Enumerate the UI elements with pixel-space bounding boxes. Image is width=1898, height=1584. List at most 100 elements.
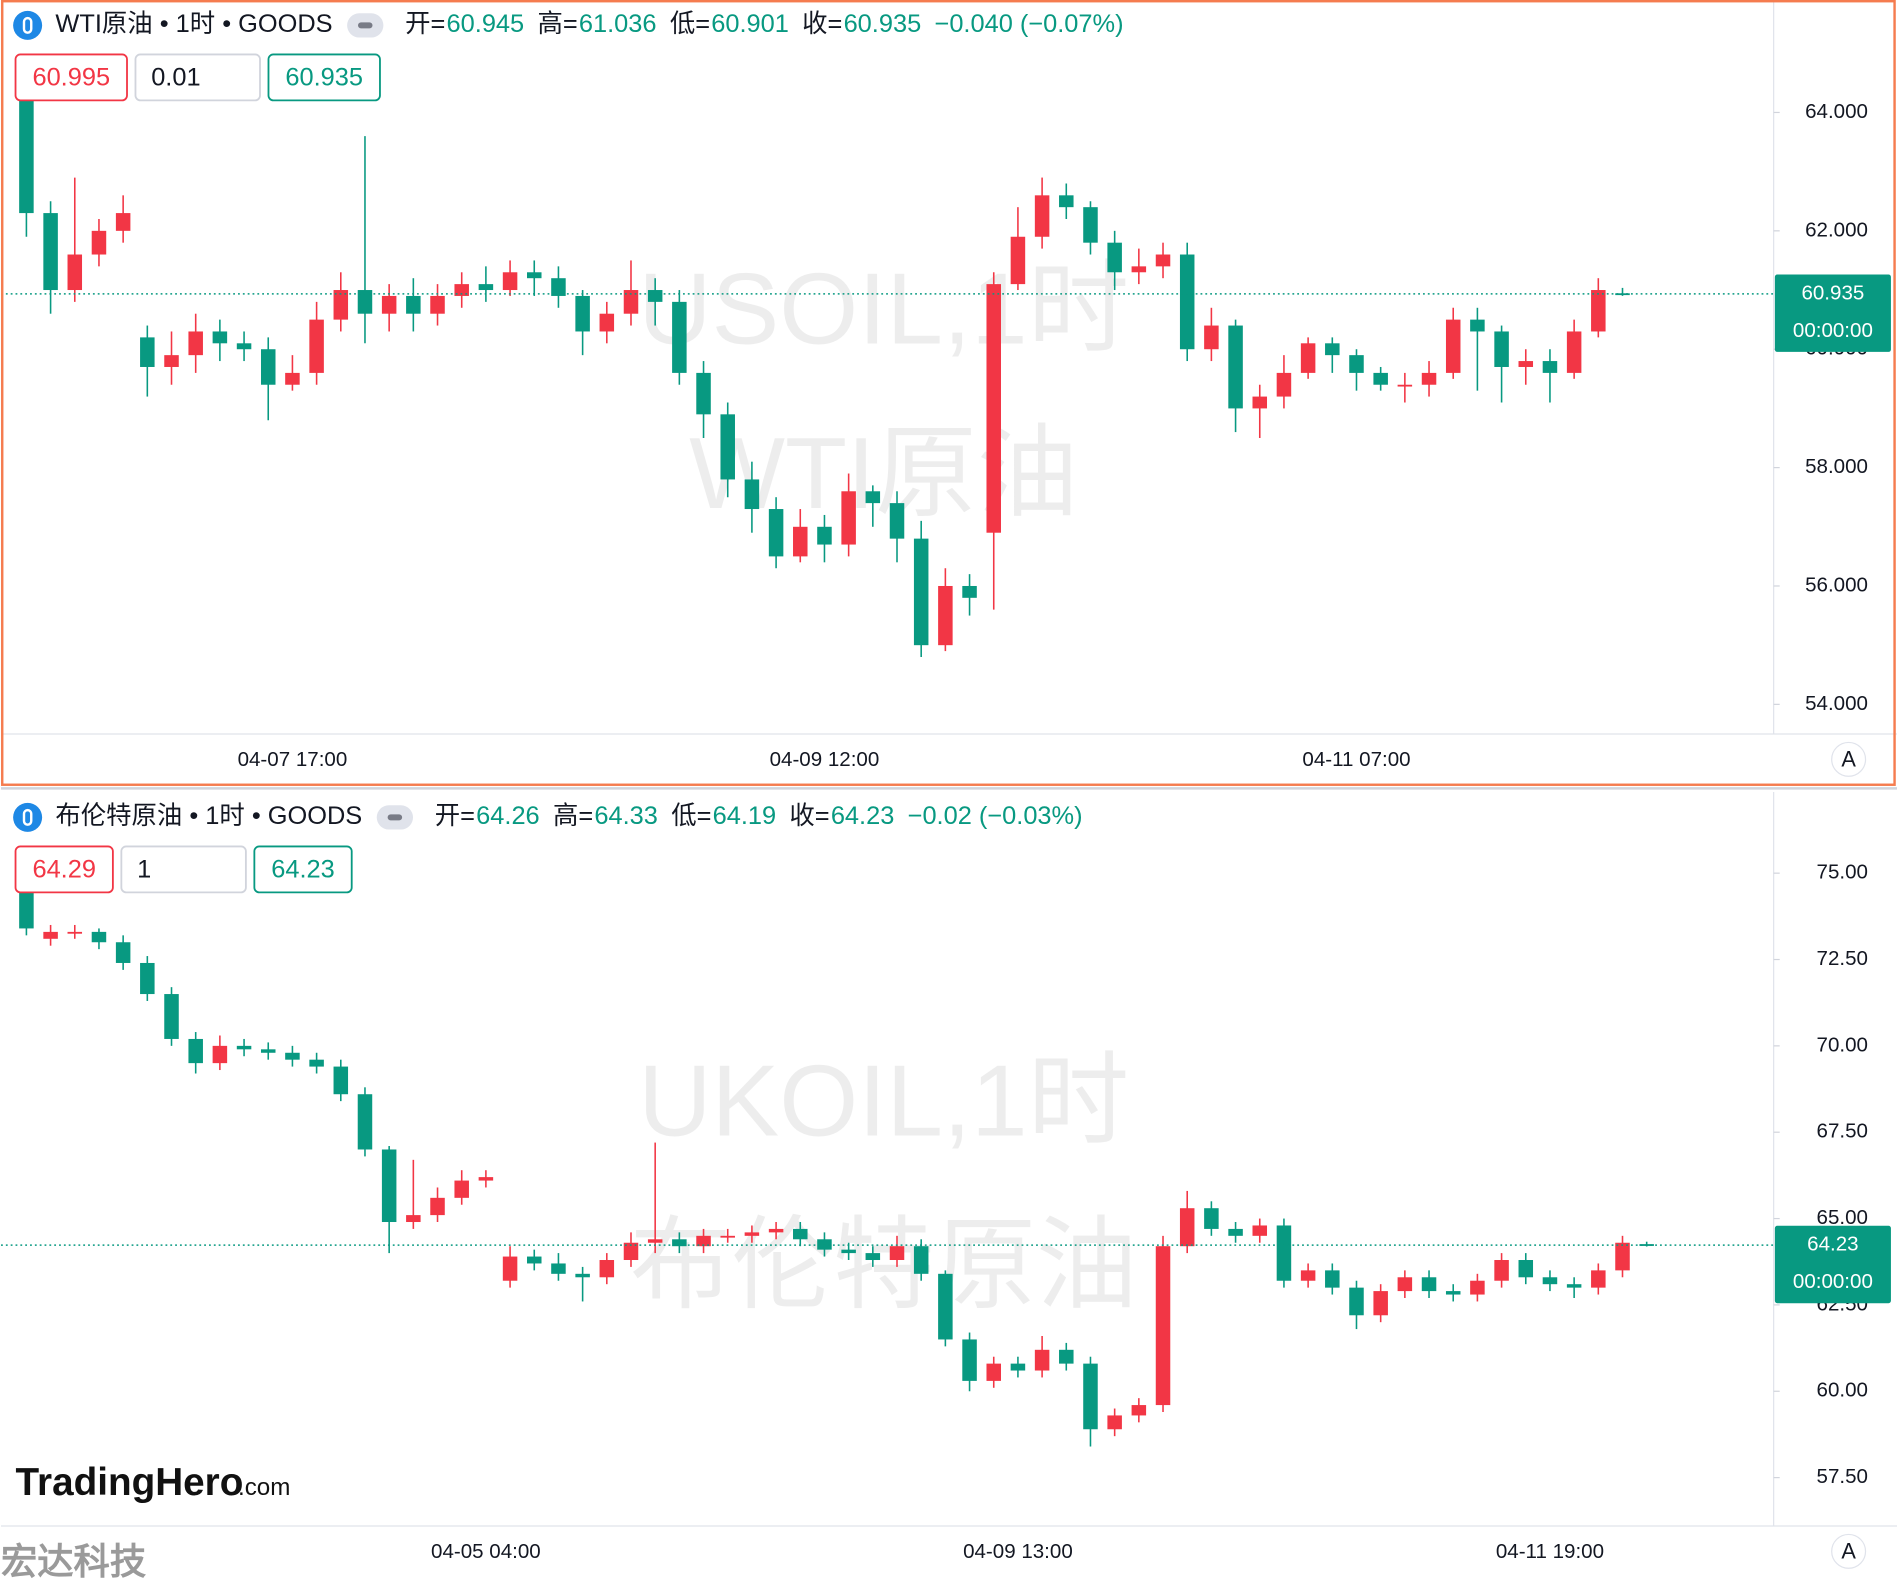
candle-body [285,1052,300,1060]
candle-body [1325,343,1340,356]
candle-body [67,254,83,291]
candle-body [285,372,300,385]
candle-body [1470,319,1485,332]
watermark: UKOIL,1时 [638,1044,1129,1158]
candle-body [309,1059,324,1067]
ohlc-value: 64.23 [831,802,895,830]
candle-body [502,272,518,291]
candle-body [1373,372,1388,385]
watermark: WTI原油 [689,416,1078,530]
candle-body [1542,361,1558,373]
auto-button[interactable]: A [1841,1538,1856,1563]
y-tick-label: 54.000 [1805,692,1868,715]
candle-body [1131,266,1147,273]
candle-body [1445,319,1461,373]
countdown-label: 00:00:00 [1793,319,1873,342]
candle-body [527,1256,542,1264]
auto-button-bg [1831,1533,1867,1569]
candle-body [1615,1242,1630,1271]
y-tick-label: 62.000 [1805,218,1868,241]
quantity-input-group[interactable]: 1 [120,845,247,894]
candle-body [1300,343,1316,373]
candle-body [551,1263,566,1274]
y-tick-label: 56.000 [1805,573,1868,596]
x-tick-label: 04-09 12:00 [770,748,880,771]
candle-body [1228,325,1243,409]
quantity-input-group[interactable]: 0.01 [134,53,261,102]
candle-body [1252,1225,1268,1236]
candle-body [164,355,179,367]
buy-price-button-box [253,845,353,894]
candle-body [1397,1277,1413,1292]
candle-body [1204,325,1219,350]
candle-body [913,538,929,646]
candle-body [91,931,107,943]
candle-body [938,585,953,646]
candle-body [889,1246,905,1261]
quantity-input-box [120,845,247,894]
candle-body [744,1232,760,1236]
candle-body [1083,207,1098,243]
status-pill-mark [357,22,373,29]
candle-body [1518,361,1534,367]
candle-body [1107,1415,1122,1430]
candle-body [1010,1363,1026,1371]
symbol-icon [13,10,43,40]
sell-price-button: 60.995 [32,63,110,91]
status-pill-mark [387,814,403,821]
candle-body [188,1038,203,1064]
candle-body [938,1273,953,1340]
symbol-title: 布伦特原油 • 1时 • GOODS [55,802,362,830]
y-tick-label: 65.00 [1817,1206,1868,1229]
candle-body [333,290,349,320]
candle-body [720,414,735,480]
buy-price-button-group[interactable]: 60.935 [267,53,381,102]
candle-body [1518,1260,1534,1278]
candle-body [1034,1349,1050,1371]
candle-body [1155,254,1171,267]
buy-price-button-group[interactable]: 64.23 [253,845,353,894]
candle-body [1373,1291,1388,1316]
candle-body [1179,1208,1195,1247]
ohlc-label: 高= [537,10,577,38]
candle-body [1494,1260,1509,1281]
candle-body [381,1149,397,1223]
buy-price-button: 64.23 [271,855,335,883]
candle-body [768,509,784,557]
candle-body [599,1260,615,1278]
candle-body [1349,1287,1364,1316]
candle-body [430,1197,445,1216]
sell-price-button: 64.29 [32,855,96,883]
candle-body [43,213,58,291]
candle-body [865,491,881,504]
candle-body [623,290,639,314]
sell-price-button-group[interactable]: 60.995 [14,53,128,102]
candle-body [575,295,590,332]
candle-body [817,526,832,545]
candle-body [357,290,373,314]
candle-body [260,349,276,385]
y-tick-label: 72.50 [1817,947,1868,970]
candle-body [1300,1270,1316,1281]
candle-body [527,272,542,279]
candle-body [720,1235,735,1238]
y-tick-label: 58.000 [1805,455,1868,478]
x-tick-label: 04-11 07:00 [1302,748,1410,771]
candle-body [454,284,469,296]
candle-body [841,1249,856,1254]
candle-body [1566,1284,1582,1288]
candle-body [91,230,107,255]
y-tick-label: 75.00 [1817,861,1868,884]
candle-body [236,343,252,350]
sell-price-button-group[interactable]: 64.29 [14,845,114,894]
candle-body [768,1228,784,1233]
auto-button[interactable]: A [1841,746,1856,771]
ohlc-label: 低= [670,10,710,38]
candle-body [1397,384,1413,387]
candle-body [1010,236,1026,285]
countdown-label: 00:00:00 [1793,1270,1873,1293]
candle-body [793,526,808,557]
candle-body [140,337,155,367]
candle-body [260,1049,276,1053]
sell-price-button-box [14,845,114,894]
